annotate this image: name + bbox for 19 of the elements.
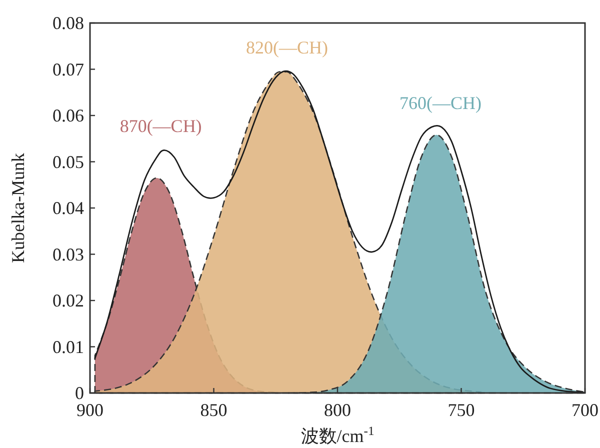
y-tick-label: 0.01 [52,336,84,357]
x-tick-label: 800 [324,400,351,420]
x-axis-title: 波数/cm$^{-1}$ [300,424,374,446]
x-tick-label: 750 [448,400,475,420]
annotation: 870(—CH) [120,116,202,136]
y-tick-label: 0.08 [52,13,84,33]
y-tick-label: 0.07 [52,59,84,80]
y-tick-label: 0.02 [52,290,84,310]
y-tick-label: 0.03 [52,244,84,264]
y-tick-label: 0.06 [52,106,84,126]
y-axis-title: Kubelka-Munk [8,153,28,263]
y-tick-label: 0.04 [52,198,84,218]
x-tick-label: 900 [76,400,104,420]
annotation: 760(—CH) [400,93,482,114]
x-tick-label: 850 [200,400,228,420]
annotation: 820(—CH) [246,38,328,58]
x-tick-label: 700 [572,400,598,420]
y-tick-label: 0.05 [52,152,84,172]
y-tick-label: 0 [75,383,84,403]
